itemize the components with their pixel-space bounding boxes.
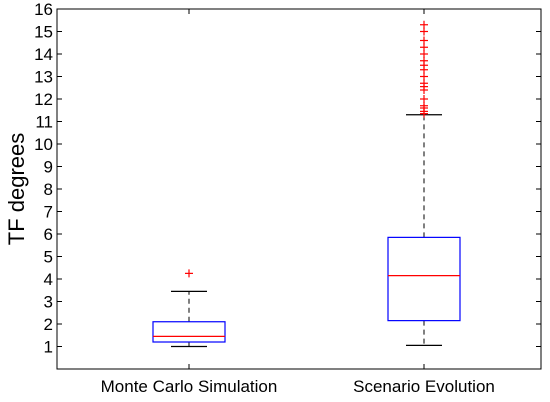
boxes-layer bbox=[152, 20, 461, 348]
outlier-point bbox=[420, 20, 428, 29]
outlier-point bbox=[420, 101, 428, 110]
y-tick-label: 11 bbox=[35, 113, 53, 132]
y-tick-label: 13 bbox=[34, 68, 53, 87]
y-tick-label: 7 bbox=[44, 203, 53, 222]
iqr-box bbox=[152, 321, 226, 343]
outlier-point bbox=[420, 72, 428, 81]
outlier-point bbox=[420, 50, 428, 58]
outlier-point bbox=[420, 27, 428, 36]
box-2 bbox=[387, 20, 461, 346]
y-tick-label: 16 bbox=[34, 0, 53, 19]
outlier-point bbox=[420, 56, 428, 65]
plot-area bbox=[56, 8, 542, 370]
outlier-point bbox=[185, 269, 193, 278]
y-tick-label: 4 bbox=[44, 270, 53, 289]
y-tick-label: 2 bbox=[44, 315, 53, 334]
y-tick-label: 6 bbox=[44, 225, 53, 244]
outlier-point bbox=[420, 79, 428, 88]
y-tick-label: 5 bbox=[44, 248, 53, 267]
y-tick-label: 1 bbox=[44, 338, 53, 357]
y-tick-label: 12 bbox=[34, 90, 53, 109]
y-axis-label: TF degrees bbox=[4, 133, 29, 246]
y-tick-label: 10 bbox=[34, 135, 53, 154]
y-tick-label: 14 bbox=[34, 45, 53, 64]
iqr-box bbox=[387, 236, 461, 322]
box-1 bbox=[152, 269, 226, 348]
outlier-point bbox=[420, 36, 428, 45]
y-tick-label: 8 bbox=[44, 180, 53, 199]
x-category-label: Monte Carlo Simulation bbox=[101, 377, 278, 396]
x-axis: Monte Carlo Simulation Scenario Evolution bbox=[101, 9, 495, 396]
y-tick-label: 9 bbox=[44, 158, 53, 177]
x-category-label: Scenario Evolution bbox=[353, 377, 495, 396]
y-tick-label: 3 bbox=[44, 293, 53, 312]
y-tick-label: 15 bbox=[34, 23, 53, 42]
outlier-point bbox=[420, 43, 428, 52]
outlier-point bbox=[420, 95, 428, 103]
